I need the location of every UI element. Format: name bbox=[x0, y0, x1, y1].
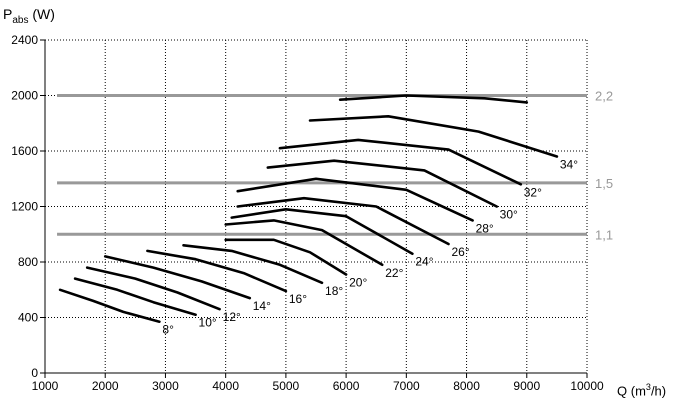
y-axis-title-unit: (W) bbox=[32, 6, 55, 22]
x-tick-label: 7000 bbox=[393, 379, 420, 393]
series-label: 20° bbox=[349, 275, 367, 289]
series-label: 14° bbox=[253, 299, 271, 313]
series-label: 26° bbox=[451, 245, 469, 259]
series-curve bbox=[85, 266, 221, 311]
y-tick-label: 1200 bbox=[11, 200, 38, 214]
x-axis-title: Q (m3/h) bbox=[617, 382, 666, 398]
x-tick-label: 6000 bbox=[333, 379, 360, 393]
y-tick-label: 400 bbox=[18, 311, 38, 325]
series-label: 24° bbox=[415, 255, 433, 269]
series-label: 22° bbox=[385, 266, 403, 280]
x-axis-title-unit-post: /h) bbox=[650, 383, 667, 399]
series-label: 16° bbox=[289, 292, 307, 306]
series-label: 8° bbox=[162, 323, 174, 337]
series-curve bbox=[73, 277, 197, 317]
y-axis-title-sub: abs bbox=[12, 14, 29, 26]
x-axis-title-unit-sup: 3 bbox=[645, 382, 651, 392]
y-tick-label: 2400 bbox=[11, 33, 38, 47]
x-tick-label: 2000 bbox=[92, 379, 119, 393]
y-tick-label: 800 bbox=[18, 255, 38, 269]
x-axis-title-unit-pre: (m bbox=[630, 383, 646, 399]
series-curve bbox=[58, 288, 161, 324]
x-tick-label: 1000 bbox=[32, 379, 59, 393]
series-label: 10° bbox=[199, 316, 217, 330]
x-tick-label: 9000 bbox=[513, 379, 540, 393]
series-curve bbox=[236, 196, 450, 246]
series-curve bbox=[236, 177, 474, 222]
x-tick-label: 5000 bbox=[273, 379, 300, 393]
series-curve bbox=[103, 255, 252, 300]
series-label: 30° bbox=[500, 208, 518, 222]
series-curve bbox=[308, 115, 559, 158]
series-label: 12° bbox=[223, 310, 241, 324]
reference-line-label: 1,5 bbox=[595, 176, 613, 191]
series-curve bbox=[278, 138, 523, 186]
series-curve bbox=[224, 238, 348, 276]
y-tick-label: 2000 bbox=[11, 89, 38, 103]
y-tick-label: 0 bbox=[31, 366, 38, 380]
series-curve bbox=[182, 244, 324, 285]
x-tick-label: 4000 bbox=[212, 379, 239, 393]
reference-line-label: 2,2 bbox=[595, 89, 613, 104]
series-curve bbox=[338, 94, 529, 104]
x-tick-label: 10000 bbox=[570, 379, 604, 393]
x-axis-title-main: Q bbox=[617, 383, 628, 399]
y-axis-title-main: P bbox=[3, 6, 13, 22]
x-tick-label: 3000 bbox=[152, 379, 179, 393]
reference-line-label: 1,1 bbox=[595, 227, 613, 242]
y-tick-label: 1600 bbox=[11, 144, 38, 158]
series-label: 18° bbox=[325, 284, 343, 298]
series-label: 34° bbox=[560, 158, 578, 172]
series-curve bbox=[230, 208, 414, 255]
series-curve bbox=[146, 249, 288, 293]
series-label: 28° bbox=[476, 221, 494, 235]
x-tick-label: 8000 bbox=[453, 379, 480, 393]
series-curve bbox=[266, 159, 499, 208]
series-curve bbox=[224, 219, 384, 267]
y-axis-title: Pabs (W) bbox=[3, 6, 55, 26]
series-label: 32° bbox=[524, 185, 542, 199]
